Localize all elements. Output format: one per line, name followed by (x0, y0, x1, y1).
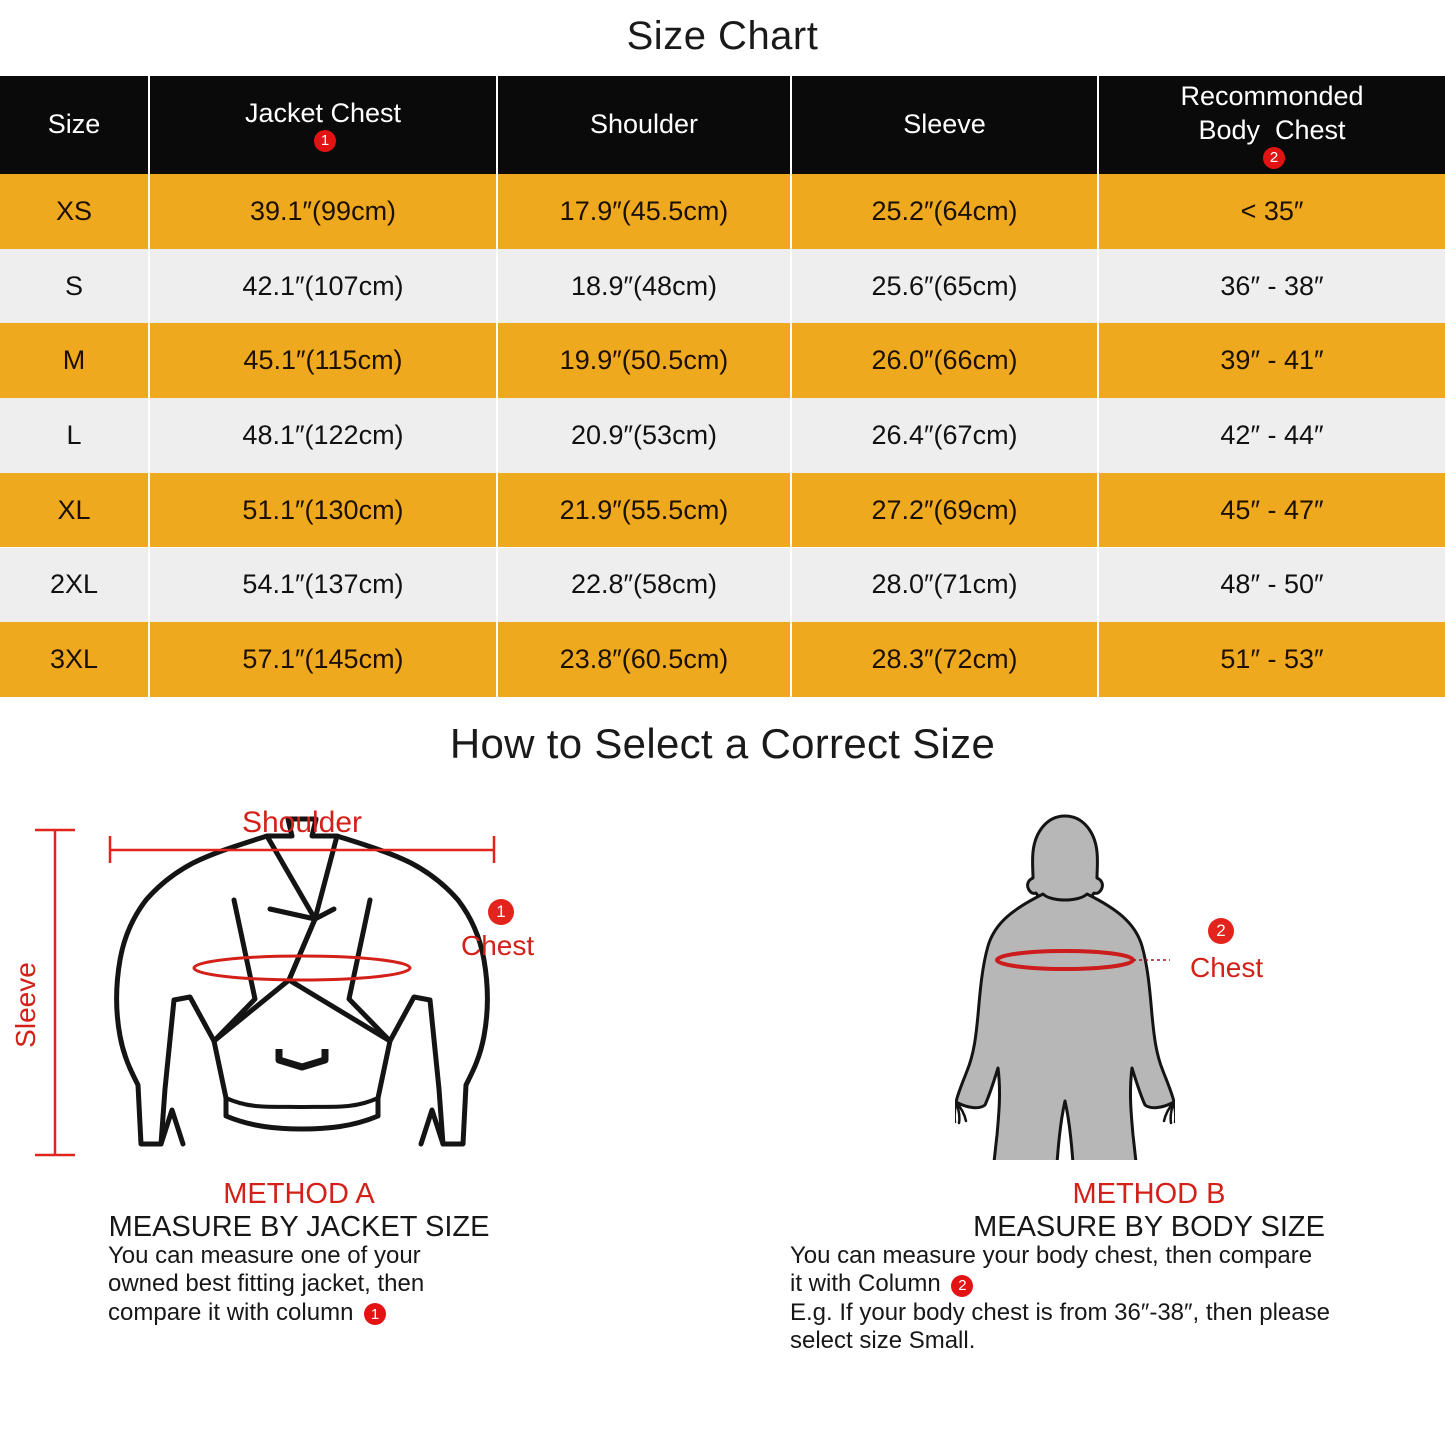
svg-text:Sleeve: Sleeve (10, 962, 41, 1048)
